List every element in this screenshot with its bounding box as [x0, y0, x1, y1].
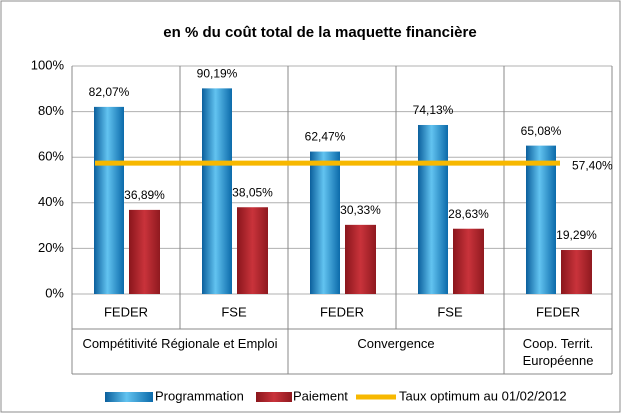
data-label: 90,19%	[197, 67, 238, 81]
y-tick-label: 80%	[38, 103, 64, 118]
legend-swatch	[256, 392, 292, 402]
bar	[94, 106, 124, 294]
data-label: 19,29%	[556, 228, 597, 242]
y-tick-label: 20%	[38, 240, 64, 255]
y-tick-label: 60%	[38, 149, 64, 164]
data-label: 36,89%	[124, 188, 165, 202]
bar	[418, 124, 448, 294]
data-label: 30,33%	[340, 203, 381, 217]
data-label: 65,08%	[521, 124, 562, 138]
data-label: 74,13%	[413, 103, 454, 117]
y-tick-label: 0%	[45, 285, 64, 300]
group-label: Coop. Territ. Européenne	[522, 336, 594, 368]
chart-title: en % du coût total de la maquette financ…	[163, 24, 476, 41]
bar	[561, 250, 592, 294]
x-tick-label: FSE	[221, 304, 247, 319]
x-tick-label: FEDER	[320, 304, 364, 319]
data-label: 38,05%	[232, 185, 273, 199]
group-label: Compétitivité Régionale et Emploi	[82, 336, 278, 351]
y-tick-label: 100%	[31, 57, 65, 72]
data-label: 82,07%	[89, 85, 130, 99]
x-tick-label: FSE	[437, 304, 463, 319]
bar	[345, 224, 376, 294]
bar	[526, 145, 556, 294]
y-tick-label: 40%	[38, 194, 64, 209]
data-label: 62,47%	[305, 130, 346, 144]
legend-swatch	[105, 392, 153, 402]
bar	[310, 151, 340, 294]
bar	[453, 228, 484, 294]
x-tick-label: FEDER	[104, 304, 148, 319]
bar	[129, 209, 160, 294]
bar	[237, 207, 268, 294]
bar	[202, 88, 232, 295]
legend-label: Taux optimum au 01/02/2012	[399, 388, 567, 403]
reference-label: 57,40%	[572, 158, 613, 172]
group-label: Convergence	[357, 336, 435, 351]
data-label: 28,63%	[448, 207, 489, 221]
legend-label: Programmation	[155, 388, 244, 403]
legend-label: Paiement	[293, 388, 348, 403]
x-tick-label: FEDER	[536, 304, 580, 319]
